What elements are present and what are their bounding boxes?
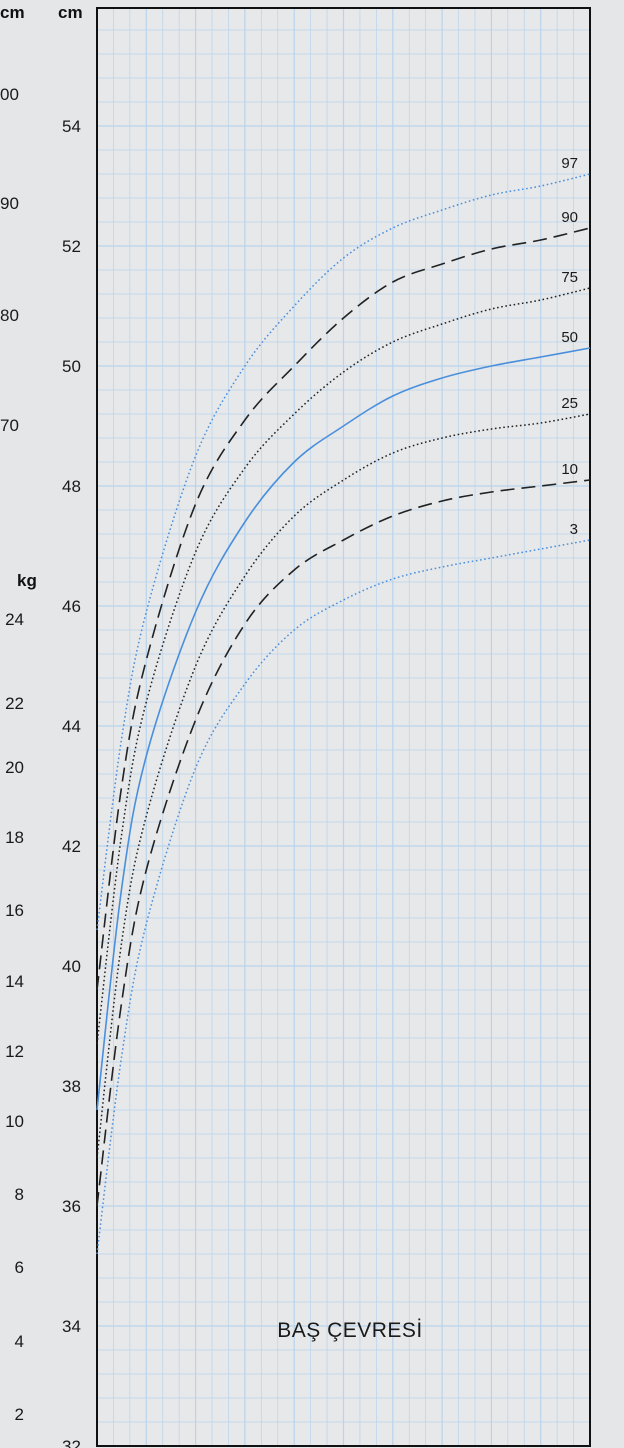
series-label-p90: 90 [561,209,578,226]
weight-tick-label: 6 [15,1258,24,1277]
y-tick-label: 38 [62,1077,81,1096]
weight-tick-label: 12 [5,1042,24,1061]
y-tick-label: 46 [62,597,81,616]
weight-tick-label: 8 [15,1185,24,1204]
weight-tick-label: 22 [5,694,24,713]
weight-tick-label: 14 [5,972,24,991]
plot-frame [96,7,591,1447]
series-label-p3: 3 [570,521,578,538]
series-label-p97: 97 [561,155,578,172]
y-tick-label: 48 [62,477,81,496]
weight-tick-label: 16 [5,901,24,920]
series-line-p50 [96,347,591,1111]
y-tick-label: 50 [62,357,81,376]
weight-tick-label: 10 [5,1112,24,1131]
y-tick-label: 40 [62,957,81,976]
label-layer: 3234363840424446485052540090807024222018… [0,85,578,1448]
y-tick-label: 32 [62,1437,81,1448]
grid-layer [96,8,591,1447]
y-tick-label: 52 [62,237,81,256]
series-label-p75: 75 [561,269,578,286]
series-line-p10 [96,479,591,1207]
length-tick-label: 80 [0,306,19,325]
y-tick-label: 36 [62,1197,81,1216]
y-tick-label: 34 [62,1317,81,1336]
length-axis-unit-label: cm [0,3,25,22]
y-axis-unit-label: cm [58,3,83,22]
series-layer [96,173,591,1255]
y-tick-label: 54 [62,117,81,136]
length-tick-label: 00 [0,85,19,104]
y-tick-label: 44 [62,717,81,736]
weight-axis-unit-label: kg [17,571,37,590]
series-label-p50: 50 [561,329,578,346]
series-label-p10: 10 [561,461,578,478]
length-tick-label: 70 [0,416,19,435]
series-line-p75 [96,287,591,1045]
series-label-p25: 25 [561,395,578,412]
weight-tick-label: 4 [15,1332,24,1351]
chart-title: BAŞ ÇEVRESİ [277,1319,423,1342]
length-tick-label: 90 [0,194,19,213]
series-line-p25 [96,413,591,1159]
y-tick-label: 42 [62,837,81,856]
weight-tick-label: 18 [5,828,24,847]
weight-tick-label: 2 [15,1405,24,1424]
weight-tick-label: 24 [5,610,24,629]
weight-tick-label: 20 [5,758,24,777]
